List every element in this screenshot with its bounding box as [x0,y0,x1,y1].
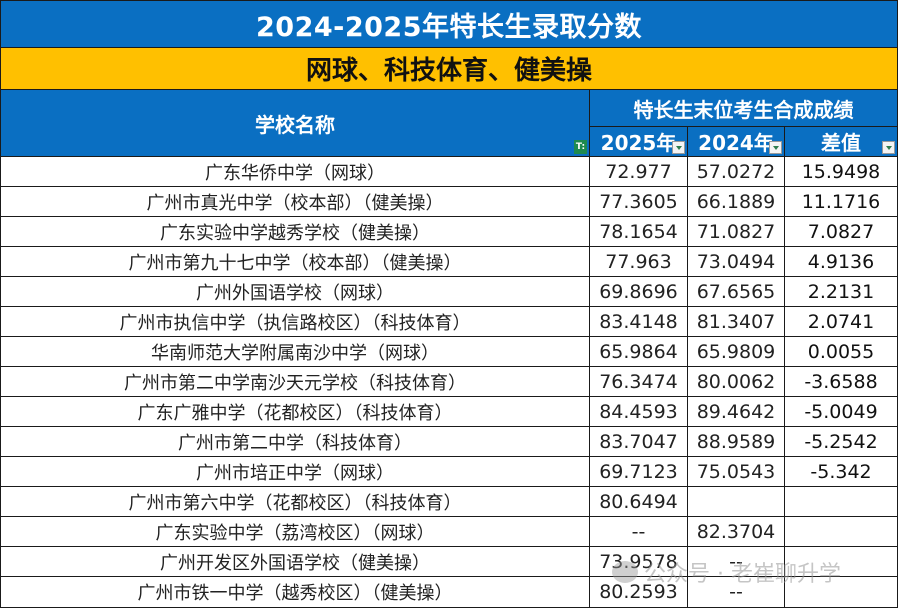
cell-2024[interactable]: 66.1889 [688,187,785,216]
cell-2024[interactable]: 89.4642 [688,397,785,426]
table-row: 广州市培正中学（网球） 69.7123 75.0543 -5.342 [0,457,898,487]
cell-2024[interactable]: 57.0272 [688,157,785,186]
cell-school[interactable]: 广州市第二中学南沙天元学校（科技体育） [0,367,590,396]
cell-2024[interactable]: 75.0543 [688,457,785,486]
cell-2025[interactable]: -- [590,517,688,546]
cell-diff[interactable]: 0.0055 [785,337,898,366]
cell-2024[interactable]: 81.3407 [688,307,785,336]
cell-2025[interactable]: 78.1654 [590,217,688,246]
cell-school[interactable]: 华南师范大学附属南沙中学（网球） [0,337,590,366]
cell-school[interactable]: 广州市铁一中学（越秀校区）（健美操） [0,577,590,607]
cell-school[interactable]: 广州市执信中学（执信路校区）（科技体育） [0,307,590,336]
table-row: 广州市第九十七中学（校本部）（健美操） 77.963 73.0494 4.913… [0,247,898,277]
cell-2024[interactable]: 88.9589 [688,427,785,456]
column-header-diff[interactable]: 差值 [785,127,898,157]
cell-2025[interactable]: 69.7123 [590,457,688,486]
cell-school[interactable]: 广州市第六中学（花都校区）（科技体育） [0,487,590,516]
table-row: 广州开发区外国语学校（健美操） 73.9578 -- [0,547,898,577]
column-group-header: 特长生末位考生合成成绩 [590,90,898,127]
cell-2025[interactable]: 65.9864 [590,337,688,366]
cell-2025[interactable]: 77.963 [590,247,688,276]
cell-2024[interactable]: -- [688,577,785,607]
cell-2025[interactable]: 84.4593 [590,397,688,426]
column-label-diff: 差值 [821,131,861,155]
cell-school[interactable]: 广东实验中学（荔湾校区）（网球） [0,517,590,546]
table-row: 广东华侨中学（网球） 72.977 57.0272 15.9498 [0,157,898,187]
cell-diff[interactable]: -5.342 [785,457,898,486]
cell-diff[interactable] [785,577,898,607]
cell-diff[interactable]: -5.2542 [785,427,898,456]
cell-diff[interactable]: 11.1716 [785,187,898,216]
filter-active-icon[interactable]: T: [574,140,587,154]
cell-2024[interactable]: 80.0062 [688,367,785,396]
column-header-2024[interactable]: 2024年 [688,127,785,157]
table-row: 广州市第六中学（花都校区）（科技体育） 80.6494 [0,487,898,517]
cell-school[interactable]: 广东华侨中学（网球） [0,157,590,186]
cell-school[interactable]: 广州市第九十七中学（校本部）（健美操） [0,247,590,276]
cell-2025[interactable]: 77.3605 [590,187,688,216]
cell-diff[interactable]: -3.6588 [785,367,898,396]
cell-2025[interactable]: 76.3474 [590,367,688,396]
column-label-2025: 2025年 [600,131,677,155]
category-subtitle: 网球、科技体育、健美操 [0,48,898,90]
school-name-label: 学校名称 [255,112,335,137]
column-label-2024: 2024年 [698,131,774,155]
cell-2024[interactable]: 71.0827 [688,217,785,246]
cell-school[interactable]: 广州市第二中学（科技体育） [0,427,590,456]
table-row: 广东实验中学越秀学校（健美操） 78.1654 71.0827 7.0827 [0,217,898,247]
cell-diff[interactable]: 7.0827 [785,217,898,246]
cell-2025[interactable]: 83.4148 [590,307,688,336]
cell-diff[interactable]: -5.0049 [785,397,898,426]
filter-dropdown-icon[interactable] [769,141,782,154]
cell-diff[interactable] [785,487,898,516]
table-row: 广州市执信中学（执信路校区）（科技体育） 83.4148 81.3407 2.0… [0,307,898,337]
cell-2024[interactable]: 73.0494 [688,247,785,276]
cell-diff[interactable]: 2.0741 [785,307,898,336]
table-row: 广东实验中学（荔湾校区）（网球） -- 82.3704 [0,517,898,547]
cell-diff[interactable]: 15.9498 [785,157,898,186]
cell-school[interactable]: 广东广雅中学（花都校区）（科技体育） [0,397,590,426]
cell-2025[interactable]: 80.6494 [590,487,688,516]
cell-school[interactable]: 广东实验中学越秀学校（健美操） [0,217,590,246]
filter-dropdown-icon[interactable] [672,141,685,154]
table-body: 广东华侨中学（网球） 72.977 57.0272 15.9498 广州市真光中… [0,157,898,608]
filter-dropdown-icon[interactable] [882,141,895,154]
page-title: 2024-2025年特长生录取分数 [0,0,898,48]
cell-diff[interactable] [785,517,898,546]
cell-2025[interactable]: 80.2593 [590,577,688,607]
cell-2024[interactable]: -- [688,547,785,576]
cell-2024[interactable]: 82.3704 [688,517,785,546]
table-row: 广州市铁一中学（越秀校区）（健美操） 80.2593 -- [0,577,898,608]
table-row: 广州外国语学校（网球） 69.8696 67.6565 2.2131 [0,277,898,307]
cell-school[interactable]: 广州市真光中学（校本部）（健美操） [0,187,590,216]
cell-diff[interactable] [785,547,898,576]
cell-2025[interactable]: 83.7047 [590,427,688,456]
cell-school[interactable]: 广州市培正中学（网球） [0,457,590,486]
cell-2024[interactable] [688,487,785,516]
cell-2024[interactable]: 65.9809 [688,337,785,366]
column-header-school-name[interactable]: 学校名称 T: [0,90,590,157]
cell-2024[interactable]: 67.6565 [688,277,785,306]
cell-2025[interactable]: 73.9578 [590,547,688,576]
cell-school[interactable]: 广州开发区外国语学校（健美操） [0,547,590,576]
table-row: 广州市第二中学南沙天元学校（科技体育） 76.3474 80.0062 -3.6… [0,367,898,397]
cell-diff[interactable]: 2.2131 [785,277,898,306]
column-header-2025[interactable]: 2025年 [590,127,688,157]
table-row: 广州市真光中学（校本部）（健美操） 77.3605 66.1889 11.171… [0,187,898,217]
table-row: 华南师范大学附属南沙中学（网球） 65.9864 65.9809 0.0055 [0,337,898,367]
cell-diff[interactable]: 4.9136 [785,247,898,276]
cell-2025[interactable]: 69.8696 [590,277,688,306]
cell-school[interactable]: 广州外国语学校（网球） [0,277,590,306]
table-row: 广东广雅中学（花都校区）（科技体育） 84.4593 89.4642 -5.00… [0,397,898,427]
table-row: 广州市第二中学（科技体育） 83.7047 88.9589 -5.2542 [0,427,898,457]
cell-2025[interactable]: 72.977 [590,157,688,186]
